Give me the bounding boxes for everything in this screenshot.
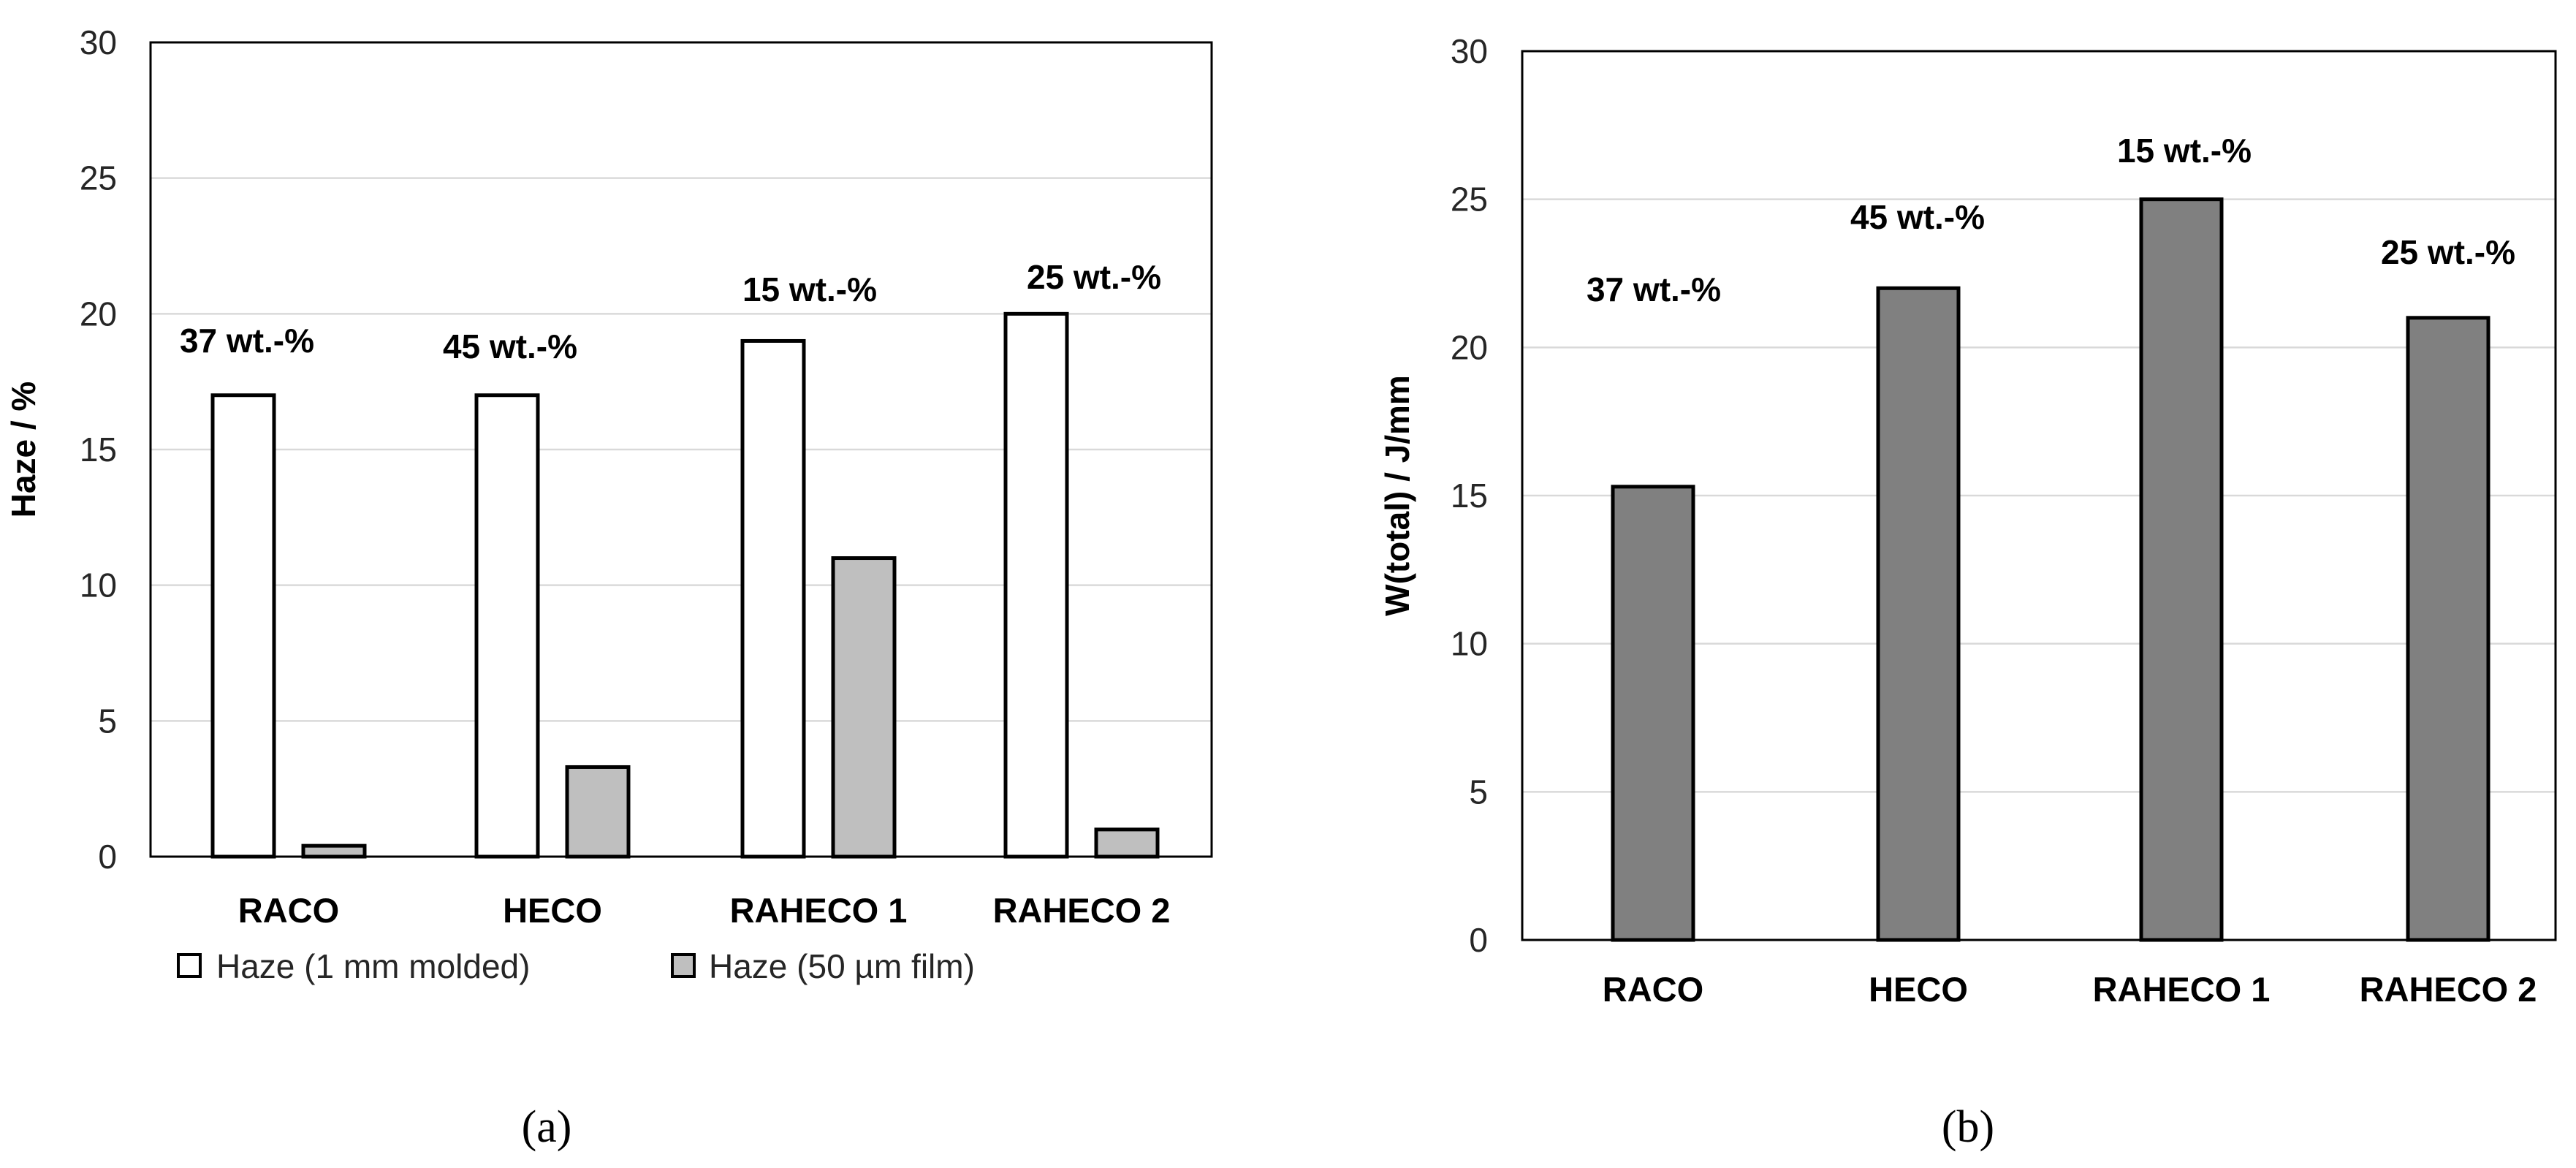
legend-swatch <box>177 953 202 978</box>
y-tick-label: 15 <box>80 431 117 469</box>
legend-label: Haze (50 µm film) <box>709 947 975 985</box>
legend-label: Haze (1 mm molded) <box>216 947 530 985</box>
panel-label: (a) <box>522 1102 572 1152</box>
plot-frame <box>1521 50 2557 941</box>
y-tick-label: 0 <box>1469 921 1488 959</box>
bar-annotation: 45 wt.-% <box>1850 198 1985 236</box>
y-tick-label: 25 <box>1451 181 1488 219</box>
category-label: RACO <box>1603 970 1703 1009</box>
y-axis-label: W(total) / J/mm <box>1378 375 1416 616</box>
bar <box>2406 316 2490 942</box>
bar <box>565 765 631 859</box>
bar <box>1003 311 1069 859</box>
y-tick-label: 0 <box>98 838 117 876</box>
y-tick-label: 20 <box>1451 328 1488 366</box>
category-label: HECO <box>503 891 602 930</box>
bar-annotation: 15 wt.-% <box>742 270 877 308</box>
bar <box>474 393 540 859</box>
bar <box>1094 827 1160 859</box>
bar-annotation: 45 wt.-% <box>443 327 577 365</box>
chart-b: 0 5 10 15 20 25 30 W(total) / J/mm RACO HECO RAHEC… <box>1378 32 2557 1152</box>
bar <box>210 393 276 859</box>
bar-annotation: 25 wt.-% <box>2381 233 2515 271</box>
bar-annotation: 37 wt.-% <box>180 322 314 360</box>
category-label: RACO <box>238 891 339 930</box>
category-label: RAHECO 2 <box>2360 970 2537 1009</box>
bar <box>1876 286 1961 942</box>
category-label: RAHECO 1 <box>2093 970 2271 1009</box>
y-tick-label: 30 <box>80 23 117 61</box>
bar-annotation: 37 wt.-% <box>1587 270 1721 308</box>
category-label: RAHECO 2 <box>993 891 1171 930</box>
bar <box>2139 197 2224 942</box>
category-label: RAHECO 1 <box>730 891 908 930</box>
panel-label: (b) <box>1942 1102 1994 1152</box>
legend-swatch <box>671 953 696 978</box>
y-tick-label: 5 <box>98 702 117 740</box>
bar <box>301 843 367 859</box>
bar-annotation: 15 wt.-% <box>2117 132 2252 170</box>
bar <box>1611 485 1695 942</box>
y-axis-label: Haze / % <box>4 382 42 518</box>
plot-frame <box>149 41 1213 858</box>
chart-a: 0 5 10 15 20 25 30 Haze / % RACO HECO RAHECO 1 RAHE… <box>4 23 1213 1152</box>
bar <box>831 556 897 859</box>
y-tick-label: 15 <box>1451 477 1488 515</box>
y-tick-label: 10 <box>1451 625 1488 663</box>
y-tick-label: 20 <box>80 295 117 333</box>
category-label: HECO <box>1869 970 1968 1009</box>
y-tick-label: 25 <box>80 159 117 197</box>
y-tick-label: 10 <box>80 566 117 604</box>
bar <box>740 338 806 859</box>
y-tick-label: 30 <box>1451 32 1488 70</box>
y-tick-label: 5 <box>1469 773 1488 811</box>
bar-annotation: 25 wt.-% <box>1027 258 1161 296</box>
